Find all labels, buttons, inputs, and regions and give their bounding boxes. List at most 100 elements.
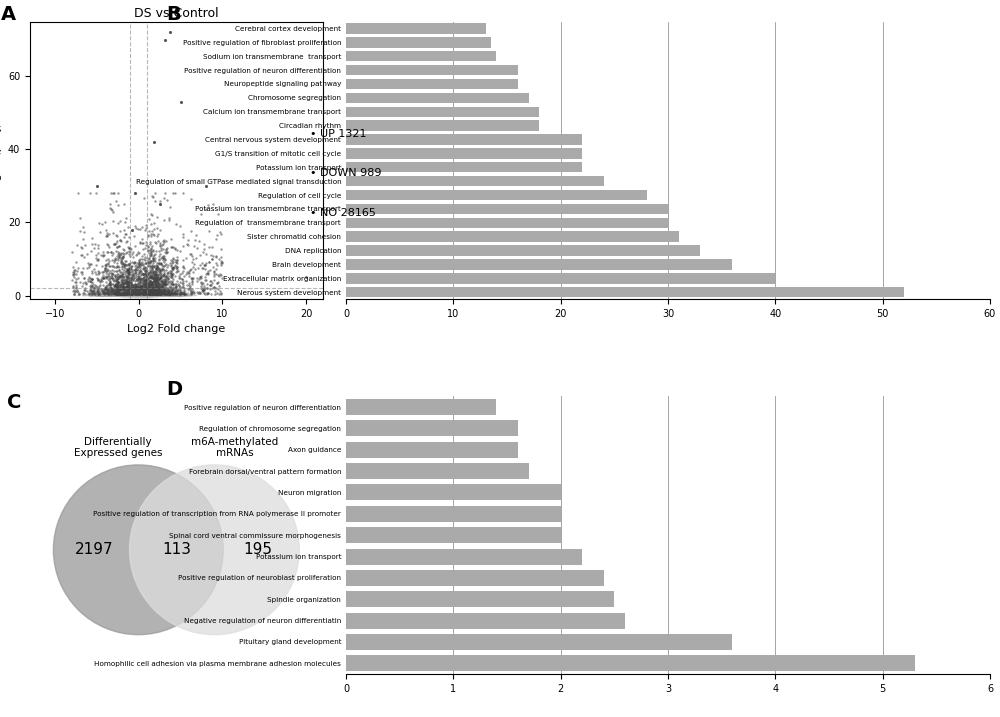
Point [148,289,164,300]
Point [155,285,171,297]
Point [127,288,143,300]
Point [111,288,127,300]
Point [115,285,131,297]
Point [147,290,163,301]
Point [145,289,161,300]
Point [125,290,141,301]
Point [129,289,145,300]
Point [167,290,183,301]
Point [133,290,149,301]
Point [94,218,110,229]
Point [132,289,148,300]
Point [133,288,149,299]
Point [146,285,162,297]
Point [119,286,135,298]
Point [137,288,153,300]
Point [130,290,146,301]
Point [153,288,169,300]
Point [129,290,145,301]
Point [117,287,133,298]
Point [101,289,117,300]
Point [129,290,145,301]
Point [101,290,117,301]
Point [126,287,142,298]
Point [128,285,144,297]
Point [114,288,130,300]
Point [125,289,141,300]
Point [144,288,160,299]
Point [193,209,209,220]
Point [144,284,160,295]
Point [151,288,167,300]
Point [165,290,181,301]
Point [174,289,190,300]
Point [107,288,123,299]
Point [125,288,141,300]
Point [117,288,133,300]
Point [126,290,142,301]
Point [136,288,152,300]
Point [150,290,166,301]
Point [130,290,146,301]
Point [127,290,143,301]
Point [135,285,151,297]
Point [118,290,134,301]
Point [98,288,114,300]
Point [113,289,129,300]
Point [128,286,144,298]
Point [159,287,175,298]
Point [136,290,152,301]
Point [129,289,145,300]
Point [142,285,158,296]
Point [145,288,161,300]
Point [120,289,136,300]
Point [132,282,148,293]
Point [115,290,131,301]
Point [138,287,154,298]
Point [149,287,165,298]
Point [119,290,135,301]
Point [129,288,145,300]
Point [113,289,129,300]
Point [140,290,156,301]
Point [123,290,139,301]
Point [119,286,135,298]
Point [138,289,154,300]
Point [107,290,123,301]
Point [101,288,117,300]
Point [158,289,174,300]
Point [153,290,169,301]
Point [134,290,150,301]
Point [89,287,105,298]
Point [121,290,137,301]
Point [128,290,144,301]
Point [131,289,147,300]
Point [104,287,120,298]
Point [132,287,148,298]
Point [110,249,126,260]
Point [130,290,146,301]
Point [135,288,151,299]
Point [135,288,151,299]
Point [154,290,170,301]
Point [141,284,157,295]
Point [149,285,165,296]
Point [142,244,158,255]
Point [114,290,130,301]
Point [165,288,181,299]
Point [109,290,125,301]
Point [142,289,158,300]
Point [143,288,159,299]
Point [125,289,141,300]
Point [110,289,126,300]
Point [142,236,158,247]
Point [135,288,151,300]
Point [141,289,157,300]
Point [149,288,165,300]
Point [127,288,143,300]
Point [134,289,150,300]
Point [174,288,190,300]
Point [122,288,138,299]
Point [133,290,149,301]
Point [138,288,154,300]
